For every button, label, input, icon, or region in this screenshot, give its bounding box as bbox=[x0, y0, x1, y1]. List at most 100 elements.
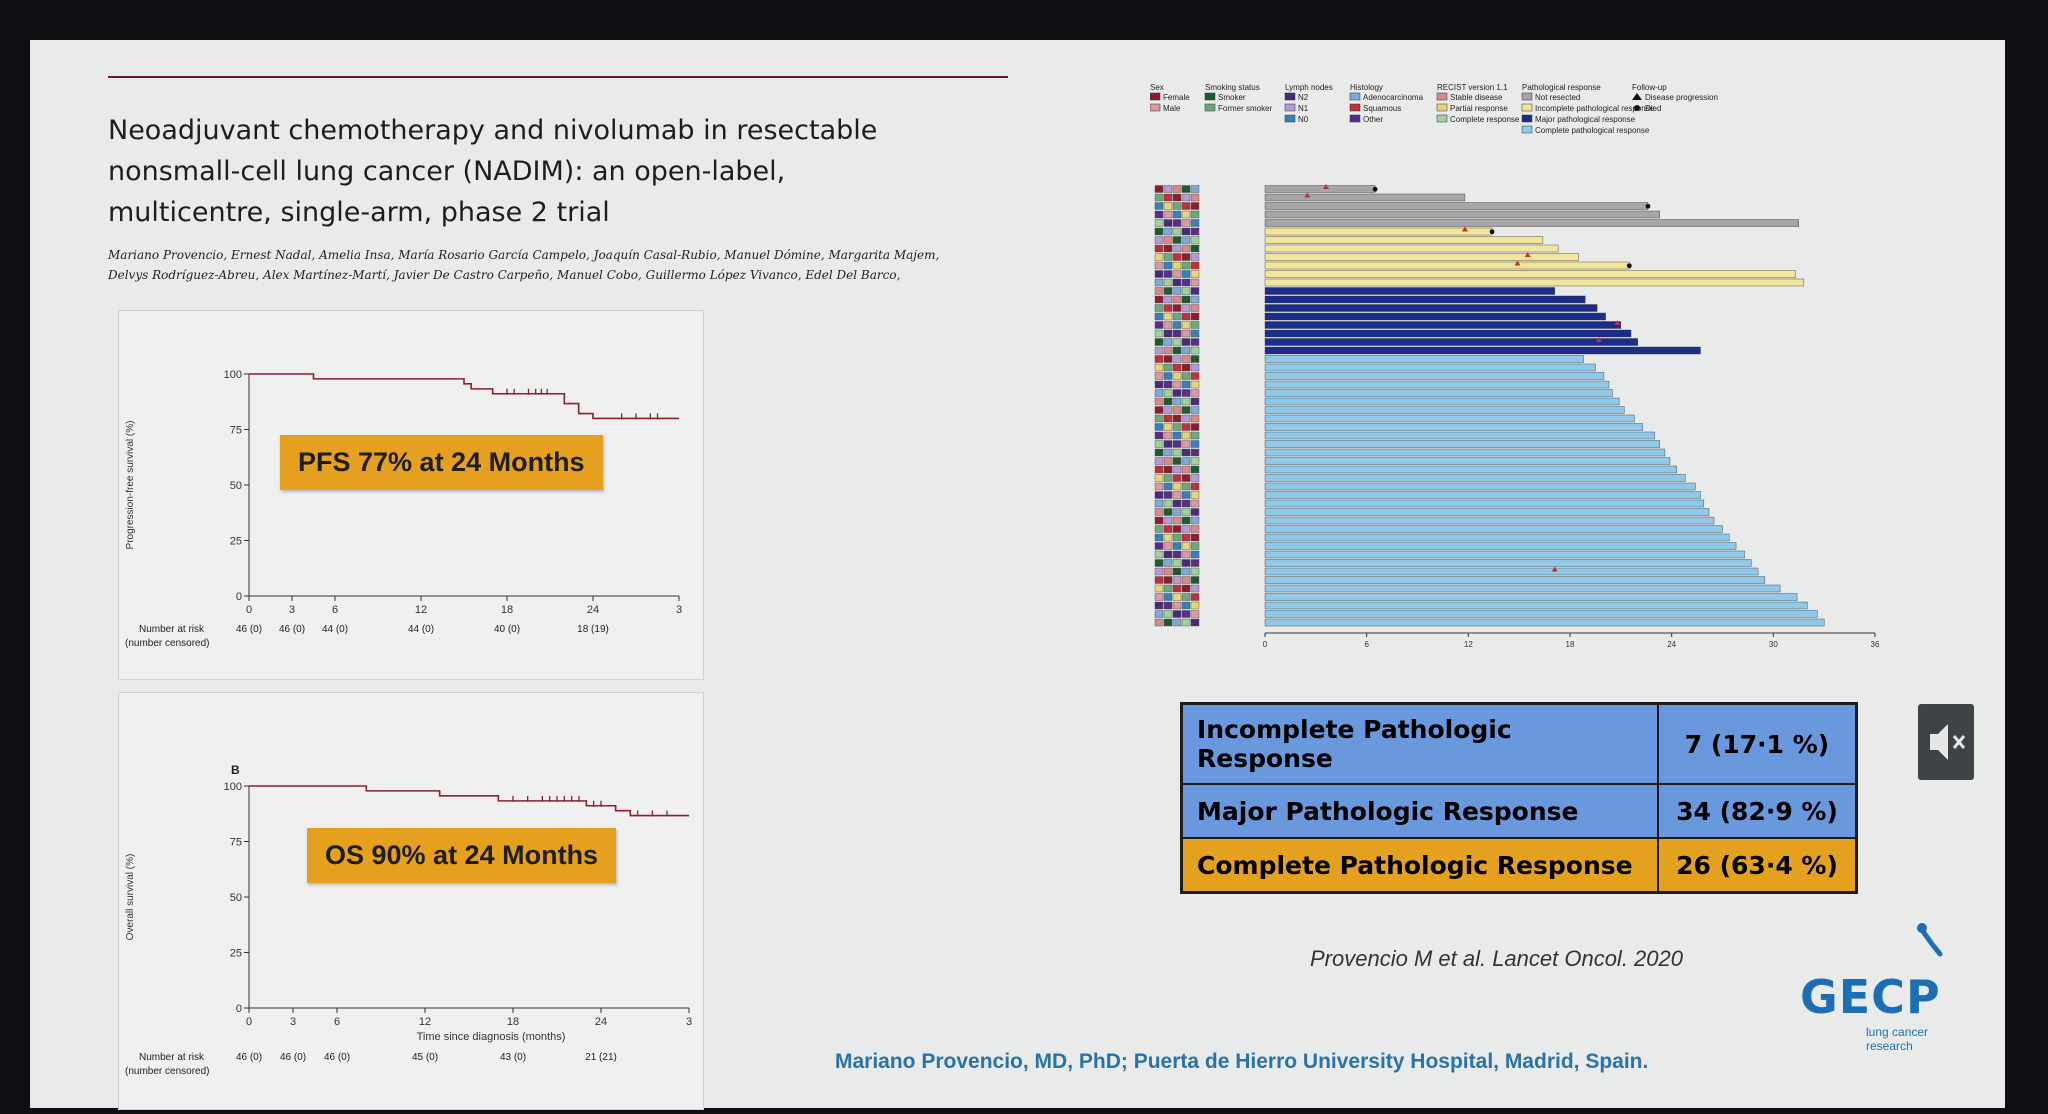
y-tick-label: 0 bbox=[236, 1003, 242, 1015]
patient-feature-cell bbox=[1163, 516, 1173, 525]
patient-bar bbox=[1264, 465, 1677, 474]
patient-bar bbox=[1264, 601, 1808, 610]
patient-bar bbox=[1264, 338, 1638, 346]
patient-feature-cell bbox=[1190, 559, 1200, 567]
patient-feature-cell bbox=[1190, 202, 1200, 210]
patient-bar bbox=[1264, 448, 1666, 457]
x-tick-label: 12 bbox=[419, 1016, 431, 1028]
citation: Provencio M et al. Lancet Oncol. 2020 bbox=[1310, 946, 1683, 971]
presenter-footer: Mariano Provencio, MD, PhD; Puerta de Hi… bbox=[835, 1050, 1649, 1073]
patient-bar bbox=[1264, 474, 1686, 482]
patient-feature-cell bbox=[1163, 346, 1173, 355]
y-tick-label: 75 bbox=[230, 425, 242, 437]
patient-feature-cell bbox=[1172, 423, 1182, 431]
patient-feature-cell bbox=[1163, 423, 1173, 431]
patient-feature-cell bbox=[1172, 295, 1182, 304]
os-highlight-box: OS 90% at 24 Months bbox=[307, 828, 617, 883]
mute-button[interactable] bbox=[1918, 704, 1974, 780]
patient-feature-cell bbox=[1181, 244, 1191, 253]
patient-bar bbox=[1264, 610, 1818, 618]
risk-table-sublabel: (number censored) bbox=[125, 638, 209, 649]
progression-marker bbox=[1304, 192, 1311, 198]
x-tick-label: 12 bbox=[1464, 640, 1473, 649]
legend-label: Stable disease bbox=[1450, 93, 1503, 102]
survival-curve bbox=[249, 785, 689, 817]
patient-feature-cell bbox=[1172, 448, 1182, 457]
patient-feature-cell bbox=[1163, 363, 1173, 372]
patient-feature-cell bbox=[1172, 491, 1182, 499]
patient-bar bbox=[1264, 508, 1710, 516]
title-rule bbox=[108, 76, 1008, 78]
author-line: Delvys Rodríguez-Abreu, Alex Martínez-Ma… bbox=[108, 268, 901, 282]
legend-swatch bbox=[1349, 92, 1361, 101]
patient-feature-cell bbox=[1163, 261, 1173, 270]
risk-count: 46 (0) bbox=[236, 1052, 262, 1063]
legend-title: Smoking status bbox=[1205, 83, 1260, 92]
patient-feature-cell bbox=[1190, 372, 1200, 380]
pfs-chart-panel: 0 25 50 75 100 0 3 6 12 18 24 3 Progression-free sur… bbox=[118, 310, 704, 680]
patient-feature-cell bbox=[1154, 499, 1164, 508]
patient-feature-cell bbox=[1181, 618, 1191, 627]
patient-feature-cell bbox=[1154, 550, 1164, 559]
patient-feature-cell bbox=[1181, 593, 1191, 601]
patient-bar bbox=[1264, 389, 1613, 397]
patient-feature-cell bbox=[1181, 610, 1191, 618]
legend-swatch bbox=[1521, 92, 1533, 101]
patient-feature-cell bbox=[1163, 338, 1173, 346]
patient-bar bbox=[1264, 516, 1715, 525]
patient-bar bbox=[1264, 253, 1579, 261]
patient-feature-cell bbox=[1190, 414, 1200, 423]
patient-feature-cell bbox=[1190, 465, 1200, 474]
legend-title: RECIST version 1.1 bbox=[1437, 83, 1508, 92]
patient-feature-cell bbox=[1172, 559, 1182, 567]
table-row: Major Pathologic Response 34 (82·9 %) bbox=[1180, 783, 1858, 839]
patient-feature-cell bbox=[1190, 423, 1200, 431]
legend-label: Adenocarcinoma bbox=[1363, 93, 1424, 102]
patient-feature-cell bbox=[1154, 261, 1164, 270]
patient-feature-cell bbox=[1163, 321, 1173, 329]
risk-count: 46 (0) bbox=[279, 624, 305, 635]
patient-feature-cell bbox=[1154, 542, 1164, 550]
response-value: 7 (17·1 %) bbox=[1657, 702, 1858, 785]
patient-feature-cell bbox=[1172, 321, 1182, 329]
patient-feature-cell bbox=[1181, 542, 1191, 550]
patient-feature-cell bbox=[1163, 499, 1173, 508]
patient-feature-cell bbox=[1181, 304, 1191, 312]
patient-feature-cell bbox=[1172, 338, 1182, 346]
progression-marker bbox=[1524, 252, 1531, 257]
patient-feature-cell bbox=[1163, 210, 1173, 219]
patient-feature-cell bbox=[1181, 525, 1191, 533]
legend-swatch bbox=[1521, 103, 1533, 112]
progression-marker bbox=[1614, 320, 1621, 325]
patient-feature-cell bbox=[1172, 210, 1182, 219]
risk-count: 43 (0) bbox=[500, 1052, 526, 1063]
patient-feature-cell bbox=[1172, 576, 1182, 584]
patient-bar bbox=[1264, 329, 1632, 338]
patient-feature-cell bbox=[1181, 363, 1191, 372]
patient-feature-cell bbox=[1181, 559, 1191, 567]
y-tick-label: 75 bbox=[230, 837, 242, 849]
legend-title: Follow-up bbox=[1632, 83, 1667, 92]
patient-feature-cell bbox=[1181, 278, 1191, 287]
y-axis-label: Overall survival (%) bbox=[125, 854, 136, 941]
patient-feature-cell bbox=[1172, 355, 1182, 363]
patient-feature-cell bbox=[1163, 193, 1173, 202]
patient-feature-cell bbox=[1190, 261, 1200, 270]
patient-feature-cell bbox=[1181, 210, 1191, 219]
patient-feature-cell bbox=[1154, 278, 1164, 287]
patient-feature-cell bbox=[1154, 465, 1164, 474]
patient-feature-cell bbox=[1154, 389, 1164, 397]
patient-feature-cell bbox=[1181, 321, 1191, 329]
patient-feature-cell bbox=[1181, 295, 1191, 304]
patient-feature-cell bbox=[1181, 185, 1191, 193]
progression-marker bbox=[1595, 337, 1602, 342]
patient-feature-cell bbox=[1154, 567, 1164, 576]
patient-feature-cell bbox=[1154, 525, 1164, 533]
patient-feature-cell bbox=[1154, 618, 1164, 627]
legend-label: Smoker bbox=[1218, 93, 1246, 102]
patient-bar bbox=[1264, 278, 1805, 287]
patient-feature-cell bbox=[1154, 576, 1164, 584]
patient-feature-cell bbox=[1163, 491, 1173, 499]
died-marker bbox=[1645, 203, 1651, 209]
patient-feature-cell bbox=[1190, 482, 1200, 491]
